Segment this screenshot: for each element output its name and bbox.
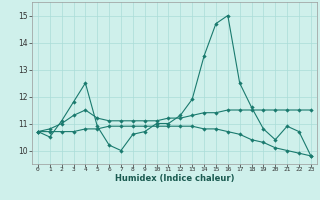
X-axis label: Humidex (Indice chaleur): Humidex (Indice chaleur) <box>115 174 234 183</box>
